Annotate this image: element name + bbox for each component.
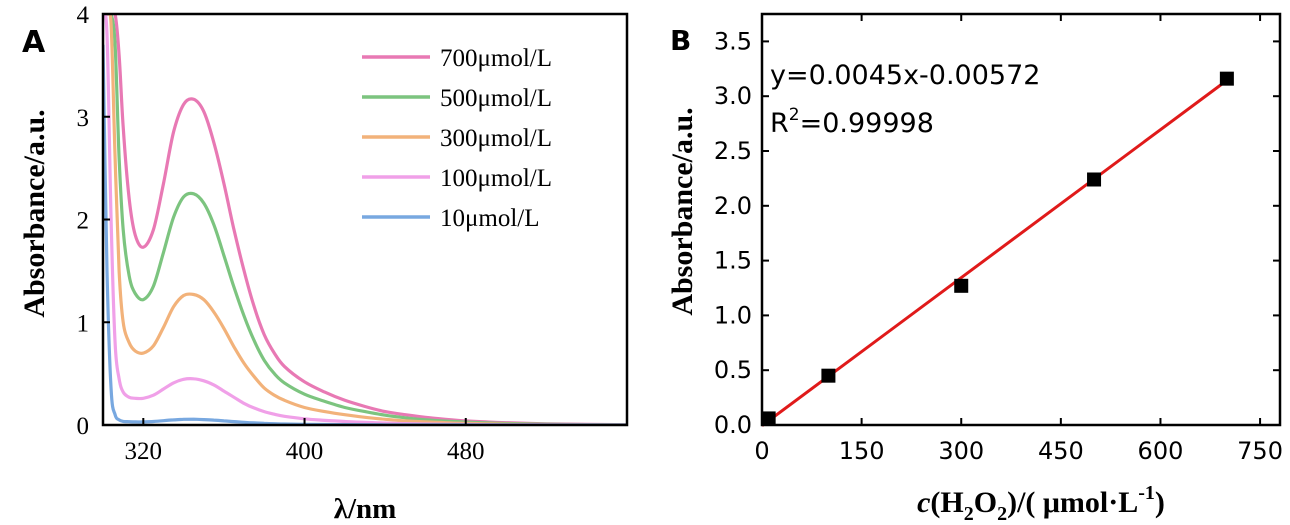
- series-line-0: [103, 14, 627, 425]
- data-point-4: [1219, 71, 1234, 86]
- panel-b-label: B: [670, 24, 691, 57]
- y-tick-label-b-3: 1.5: [714, 247, 752, 275]
- x-tick-label-b-1: 150: [839, 437, 885, 465]
- y-tick-label-b-5: 2.5: [714, 137, 752, 165]
- panel-a-frame: [101, 12, 629, 427]
- y-tick-label-b-2: 1.0: [714, 301, 752, 329]
- x-axis-title-b-sub1: 2: [964, 503, 974, 525]
- panel-b-points-group: [761, 71, 1234, 426]
- panel-a-chart: A 320 400 480 0 1 2 3 4 λ/nm Absorbance/a.u. 700μ…: [18, 2, 629, 525]
- panel-a-label: A: [22, 25, 46, 60]
- panel-b-frame: [760, 12, 1282, 427]
- y-tick-label-b-0: 0.0: [714, 411, 752, 439]
- x-tick-label-b-0: 0: [754, 437, 769, 465]
- panel-b-axes: 0 150 300 450 600 750 0.0 0.5 1.0 1.5 2.0 2.5 3.0 3.5…: [666, 12, 1283, 525]
- x-tick-label-a-2: 480: [447, 438, 485, 465]
- x-axis-title-b-close: )/( μmol·L: [1007, 486, 1138, 519]
- fit-r-squared-sup: 2: [789, 105, 800, 125]
- data-point-0: [761, 411, 776, 426]
- data-point-1: [821, 368, 836, 383]
- y-tick-label-a-3: 3: [77, 105, 90, 132]
- panel-b-chart: B 0 150 300 450 600 750 0.0 0.5 1.0 1.5 2.0 2.5 3.0 3…: [666, 12, 1283, 525]
- panel-b-annotations: y=0.0045x-0.00572 R2=0.99998: [770, 60, 1040, 139]
- y-tick-label-b-7: 3.5: [714, 27, 752, 55]
- x-tick-label-b-2: 300: [938, 437, 984, 465]
- panel-a-axes: 320 400 480 0 1 2 3 4 λ/nm Absorbance/a.u.: [18, 2, 629, 525]
- y-tick-label-a-0: 0: [77, 413, 90, 440]
- series-line-3: [103, 14, 627, 425]
- y-tick-label-a-1: 1: [77, 310, 90, 337]
- x-axis-title-b-sub2: 2: [997, 503, 1007, 525]
- y-tick-label-b-4: 2.0: [714, 192, 752, 220]
- x-axis-title-b-open: (H: [930, 486, 963, 519]
- legend-label-3: 100μmol/L: [440, 165, 552, 192]
- x-tick-label-a-0: 320: [125, 438, 163, 465]
- data-point-2: [954, 278, 969, 293]
- y-axis-title-b: Absorbance/a.u.: [666, 107, 699, 315]
- legend-label-4: 10μmol/L: [440, 205, 540, 232]
- x-tick-label-b-5: 750: [1237, 437, 1283, 465]
- legend-label-1: 500μmol/L: [440, 85, 552, 112]
- legend-label-0: 700μmol/L: [440, 45, 552, 72]
- fit-r-squared-value: =0.99998: [800, 108, 934, 139]
- x-tick-label-b-4: 600: [1138, 437, 1184, 465]
- panel-a-legend: 700μmol/L 500μmol/L 300μmol/L 100μmol/L 10μm…: [362, 45, 552, 232]
- x-axis-title-b-c: c: [917, 486, 930, 519]
- fit-line: [761, 79, 1228, 427]
- panel-b-fit-group: [761, 79, 1228, 427]
- x-tick-label-a-1: 400: [286, 438, 324, 465]
- x-axis-title-b-end: ): [1155, 486, 1165, 519]
- legend-label-2: 300μmol/L: [440, 125, 552, 152]
- y-axis-title-a: Absorbance/a.u.: [18, 109, 51, 317]
- x-axis-title-b: c(H2O2)/( μmol·L-1): [917, 482, 1165, 525]
- fit-equation: y=0.0045x-0.00572: [770, 60, 1040, 91]
- x-axis-title-a: λ/nm: [334, 493, 397, 525]
- y-tick-label-a-4: 4: [77, 2, 90, 29]
- x-tick-label-b-3: 450: [1038, 437, 1084, 465]
- x-axis-title-b-mid: O: [974, 486, 997, 519]
- y-tick-label-b-6: 3.0: [714, 82, 752, 110]
- x-axis-title-b-sup: -1: [1138, 482, 1155, 504]
- y-tick-label-b-1: 0.5: [714, 356, 752, 384]
- fit-r-squared-r: R: [770, 108, 789, 139]
- y-tick-label-a-2: 2: [77, 208, 90, 235]
- fit-r-squared: R2=0.99998: [770, 105, 934, 139]
- data-point-3: [1087, 172, 1102, 187]
